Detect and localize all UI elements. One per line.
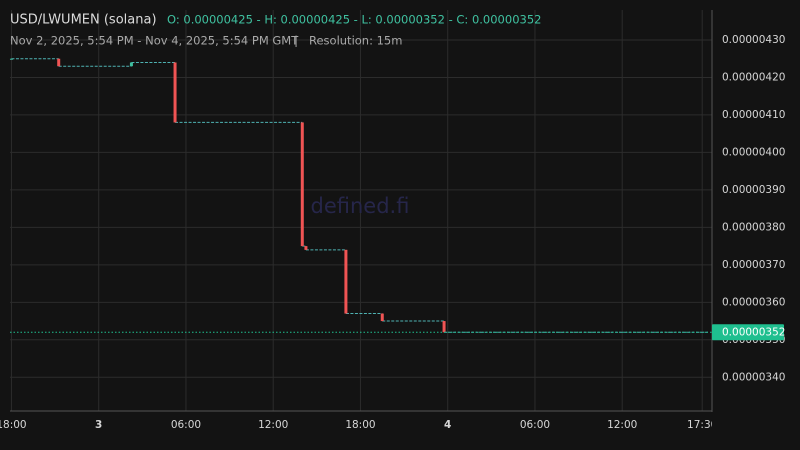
y-tick-label: 0.00000390: [722, 184, 785, 196]
x-tick-label: 18:00: [345, 419, 375, 431]
last-price-box: [712, 324, 784, 341]
grid: [10, 10, 712, 411]
candle-body: [173, 62, 177, 123]
ohlc: O: 0.00000425 - H: 0.00000425 - L: 0.000…: [167, 13, 541, 27]
x-tick-label: 12:00: [607, 419, 637, 431]
candle-body: [344, 249, 348, 314]
x-axis: 18:00 3 06:00 12:00 18:00 4 06:00 12:00 17:30: [0, 419, 717, 431]
x-tick-label: 06:00: [520, 419, 550, 431]
x-tick-label: 06:00: [171, 419, 201, 431]
subtitle: Nov 2, 2025, 5:54 PM - Nov 4, 2025, 5:54…: [10, 34, 299, 48]
y-tick-label: 0.00000420: [722, 71, 785, 83]
x-tick-label: 4: [444, 419, 451, 431]
y-tick-label: 0.00000360: [722, 296, 785, 308]
x-tick-label: 12:00: [258, 419, 288, 431]
y-tick-label: 0.00000380: [722, 221, 785, 233]
y-tick-label: 0.00000430: [722, 34, 785, 46]
x-tick-label: 18:00: [0, 419, 27, 431]
pair-title: USD/LWUMEN (solana): [10, 13, 157, 28]
candle-body: [9, 58, 13, 60]
y-axis: 0.000003400.000003500.000003600.00000370…: [712, 34, 785, 383]
candle-body: [380, 313, 384, 322]
candle-body: [300, 122, 304, 247]
y-tick-label: 0.00000410: [722, 109, 785, 121]
y-tick-label: 0.00000370: [722, 259, 785, 271]
candle-body: [129, 62, 133, 67]
separator: |: [294, 34, 298, 48]
candle-body: [304, 246, 308, 250]
watermark: defined.fi: [311, 194, 410, 218]
x-tick-label: 3: [95, 419, 102, 431]
last-price-label: 0.00000352: [722, 326, 785, 338]
y-tick-label: 0.00000340: [722, 371, 785, 383]
candle-body: [442, 321, 446, 333]
resolution: Resolution: 15m: [309, 34, 402, 48]
x-tick-label: 17:30: [687, 419, 717, 431]
candle-body: [57, 58, 61, 67]
y-tick-label: 0.00000400: [722, 146, 785, 158]
marks: [9, 58, 712, 333]
